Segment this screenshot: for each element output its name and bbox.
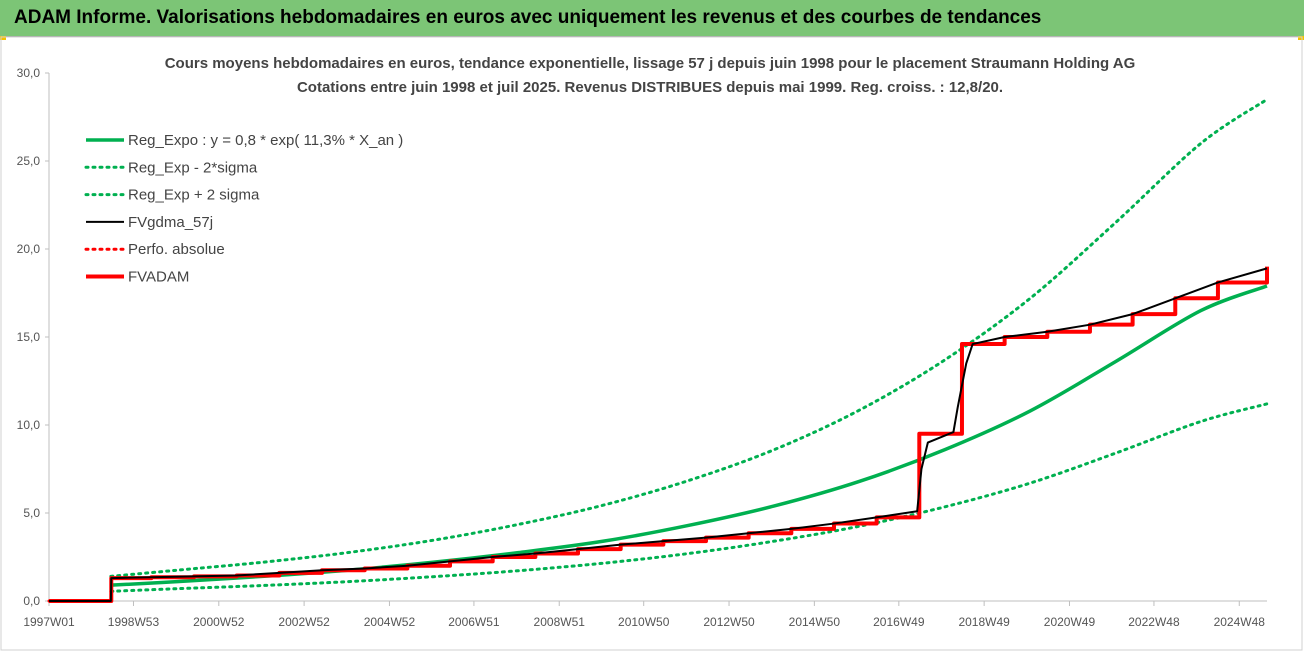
legend-label: FVgdma_57j	[128, 214, 213, 231]
legend-label: Reg_Exp + 2 sigma	[128, 187, 260, 204]
x-tick-label: 1998W53	[108, 615, 160, 629]
legend: Reg_Expo : y = 0,8 * exp( 11,3% * X_an )…	[84, 132, 403, 286]
report-banner: ADAM Informe. Valorisations hebdomadaire…	[0, 0, 1304, 37]
chart-title: Cours moyens hebdomadaires en euros, ten…	[165, 55, 1136, 96]
legend-label: FVADAM	[128, 269, 189, 286]
y-tick-label: 20,0	[17, 242, 41, 256]
x-tick-label: 2020W49	[1044, 615, 1096, 629]
x-tick-label: 2006W51	[448, 615, 500, 629]
banner-corner-right	[1298, 36, 1304, 40]
chart-title-line: Cotations entre juin 1998 et juil 2025. …	[297, 79, 1003, 96]
y-tick-label: 25,0	[17, 154, 41, 168]
y-tick-label: 30,0	[17, 66, 41, 80]
x-tick-label: 2016W49	[873, 615, 925, 629]
x-tick-label: 2010W50	[618, 615, 670, 629]
axes: 0,0 5,0 10,0 15,0 20,0 25,0 30,0 1997W01 1998W53…	[17, 66, 1267, 629]
series-line-2	[109, 97, 1269, 578]
x-tick-label: 2022W48	[1128, 615, 1180, 629]
legend-label: Reg_Exp - 2*sigma	[128, 159, 258, 176]
report-title: ADAM Informe. Valorisations hebdomadaire…	[14, 7, 1042, 28]
y-tick-label: 5,0	[23, 506, 40, 520]
y-tick-label: 10,0	[17, 418, 41, 432]
series-line-3	[49, 267, 1268, 602]
x-tick-label: 2012W50	[703, 615, 755, 629]
x-tick-label: 1997W01	[23, 615, 75, 629]
series-line-1	[109, 402, 1269, 593]
y-tick-label: 15,0	[17, 330, 41, 344]
legend-label: Reg_Expo : y = 0,8 * exp( 11,3% * X_an )	[128, 132, 403, 149]
x-tick-label: 2000W52	[193, 615, 245, 629]
series-lines	[47, 97, 1269, 603]
x-tick-label: 2008W51	[534, 615, 586, 629]
banner-corner-left	[0, 36, 6, 40]
x-tick-label: 2004W52	[364, 615, 416, 629]
legend-label: Perfo. absolue	[128, 241, 225, 258]
chart-title-line: Cours moyens hebdomadaires en euros, ten…	[165, 55, 1136, 72]
series-line-5	[49, 266, 1269, 603]
y-tick-label: 0,0	[23, 594, 40, 608]
series-line-4	[47, 265, 1269, 603]
x-tick-label: 2014W50	[789, 615, 841, 629]
plot-border	[0, 36, 1303, 651]
x-tick-label: 2024W48	[1214, 615, 1266, 629]
x-tick-label: 2002W52	[278, 615, 330, 629]
x-tick-label: 2018W49	[958, 615, 1010, 629]
